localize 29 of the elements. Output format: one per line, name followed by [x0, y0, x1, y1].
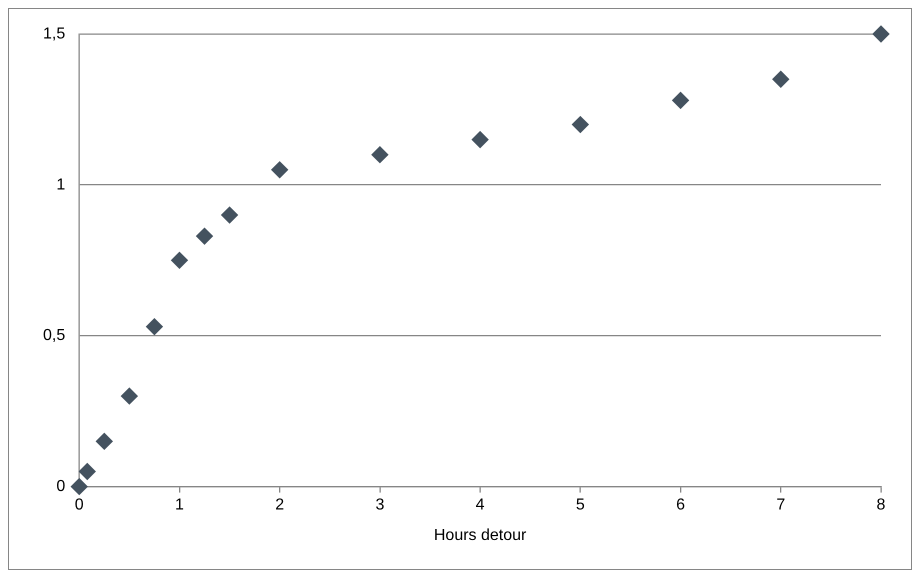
- y-tick-label: 0,5: [42, 327, 66, 344]
- point: [70, 478, 88, 496]
- x-tick-label: 5: [576, 496, 585, 514]
- point: [472, 131, 489, 148]
- x-tick-label: 4: [476, 496, 485, 514]
- x-tick-label: 0: [74, 496, 84, 514]
- point: [221, 206, 238, 224]
- point: [170, 252, 188, 269]
- y-tick-label: 0: [56, 478, 66, 496]
- point: [772, 70, 790, 88]
- x-tick-label: 7: [776, 496, 786, 514]
- point: [672, 92, 690, 109]
- point: [371, 146, 388, 164]
- point: [196, 228, 214, 245]
- point: [120, 388, 138, 405]
- point: [572, 116, 589, 134]
- x-tick-label: 8: [876, 496, 886, 514]
- x-tick-label: 2: [275, 496, 284, 514]
- point: [872, 26, 890, 42]
- point: [78, 463, 96, 480]
- x-tick-label: 1: [175, 496, 184, 514]
- x-tick-label: 6: [676, 496, 686, 514]
- point: [96, 432, 113, 450]
- y-tick-label: 1: [56, 176, 66, 194]
- point: [146, 318, 163, 336]
- point: [271, 161, 288, 178]
- y-tick-label: 1,5: [42, 25, 66, 42]
- x-axis-title: Hours detour: [434, 526, 528, 544]
- x-tick-label: 3: [375, 496, 384, 514]
